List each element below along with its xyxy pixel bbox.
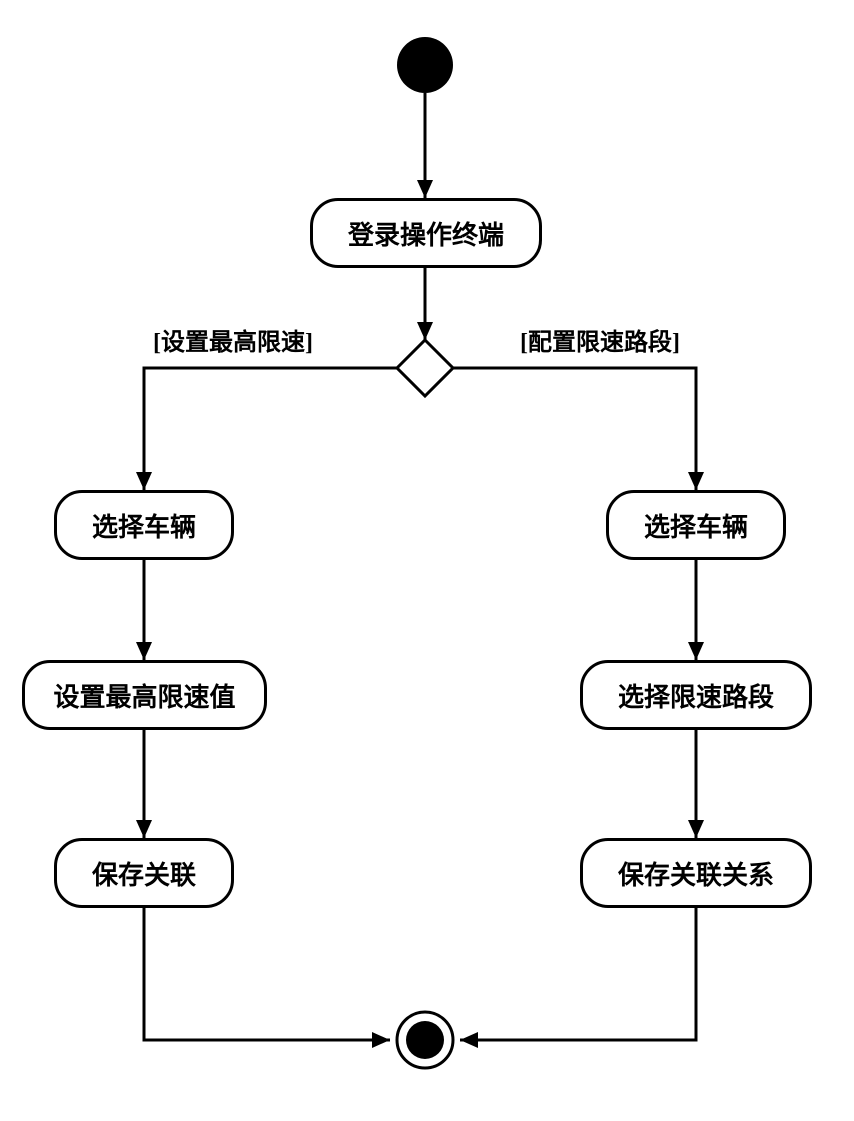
node-label: 选择车辆 [92, 507, 196, 544]
node-right-select-section: 选择限速路段 [580, 660, 812, 730]
node-label: 选择车辆 [644, 507, 748, 544]
node-left-save-association: 保存关联 [54, 838, 234, 908]
node-label: 选择限速路段 [618, 677, 774, 714]
edges-layer [0, 0, 854, 1121]
node-label: 保存关联关系 [618, 855, 774, 892]
node-left-select-vehicle: 选择车辆 [54, 490, 234, 560]
node-left-set-max-speed: 设置最高限速值 [22, 660, 267, 730]
node-right-save-association: 保存关联关系 [580, 838, 812, 908]
node-label: 设置最高限速值 [53, 677, 235, 714]
node-right-select-vehicle: 选择车辆 [606, 490, 786, 560]
node-label: 保存关联 [92, 855, 196, 892]
node-label: 登录操作终端 [348, 215, 504, 252]
label-text: [配置限速路段] [520, 330, 680, 356]
activity-diagram: 登录操作终端 选择车辆 设置最高限速值 保存关联 选择车辆 选择限速路段 保存关… [0, 0, 854, 1121]
branch-label-left: [设置最高限速] [153, 322, 313, 357]
label-text: [设置最高限速] [153, 330, 313, 356]
branch-label-right: [配置限速路段] [520, 322, 680, 357]
node-login: 登录操作终端 [310, 198, 542, 268]
